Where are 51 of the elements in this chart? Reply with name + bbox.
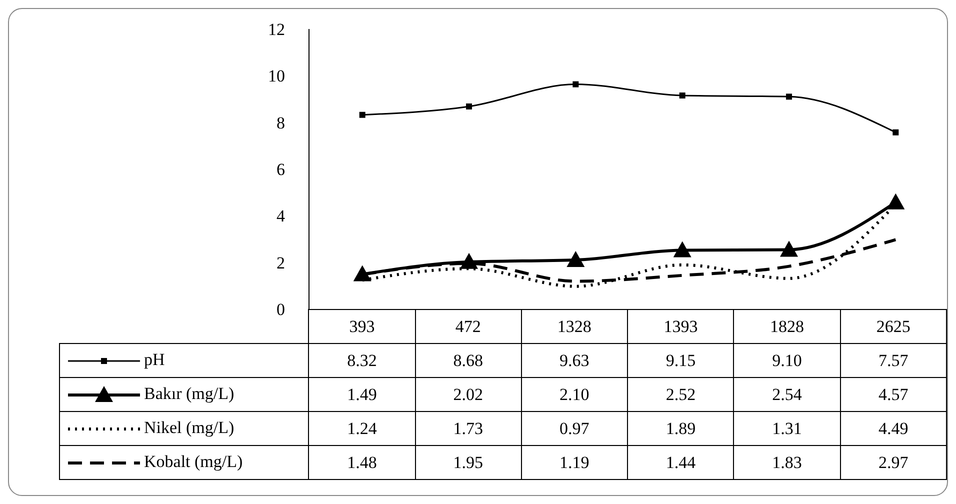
point [786, 94, 792, 100]
data-label: 1.44 [628, 446, 734, 480]
point [566, 251, 585, 267]
data-label: 1.89 [628, 412, 734, 446]
y-tick-label: 2 [276, 253, 285, 272]
point [359, 112, 366, 118]
data-label: 1.49 [308, 378, 416, 412]
data-label: 1.31 [734, 412, 840, 446]
data-label: 9.10 [734, 344, 840, 378]
legend-label: Bakır (mg/L) [144, 384, 234, 403]
y-tick-label: 10 [268, 66, 285, 86]
y-tick-label: 0 [276, 300, 285, 320]
point [780, 240, 798, 257]
legend-label: pH [144, 350, 165, 369]
point [572, 81, 579, 88]
y-tick-label: 8 [276, 113, 285, 132]
y-tick-label: 12 [268, 20, 285, 40]
y-tick-label: 4 [276, 206, 286, 226]
legend-label: Nikel (mg/L) [144, 418, 234, 437]
data-label: 7.57 [840, 344, 946, 378]
data-label: 0.97 [521, 412, 628, 446]
data-label: 1.95 [415, 446, 522, 480]
point [353, 265, 372, 282]
x-tick-label: 1328 [521, 310, 628, 344]
data-label: 2.10 [521, 378, 628, 412]
data-label: 8.32 [308, 344, 416, 378]
data-label: 9.15 [628, 344, 734, 378]
point [679, 92, 686, 98]
point [673, 241, 692, 258]
x-tick-label: 1393 [628, 310, 734, 344]
data-label: 2.54 [734, 378, 840, 412]
data-label: 1.73 [415, 412, 522, 446]
data-label: 2.02 [415, 378, 522, 412]
data-label: 1.48 [308, 446, 416, 480]
x-tick-label: 2625 [840, 310, 946, 344]
data-label: 8.68 [415, 344, 522, 378]
point [466, 103, 472, 110]
data-label: 4.57 [840, 378, 946, 412]
data-label: 9.63 [521, 344, 628, 378]
x-tick-label: 472 [415, 310, 522, 344]
y-tick-label: 6 [276, 160, 285, 180]
data-label: 1.24 [308, 412, 416, 446]
data-label: 4.49 [840, 412, 946, 446]
data-label: 1.19 [521, 446, 628, 480]
x-tick-label: 1828 [734, 310, 840, 344]
data-label: 1.83 [734, 446, 840, 480]
x-tick-label: 393 [308, 310, 416, 344]
data-label: 2.52 [628, 378, 734, 412]
data-label: 2.97 [840, 446, 946, 480]
legend-label: Kobalt (mg/L) [144, 452, 243, 471]
point [892, 129, 899, 136]
